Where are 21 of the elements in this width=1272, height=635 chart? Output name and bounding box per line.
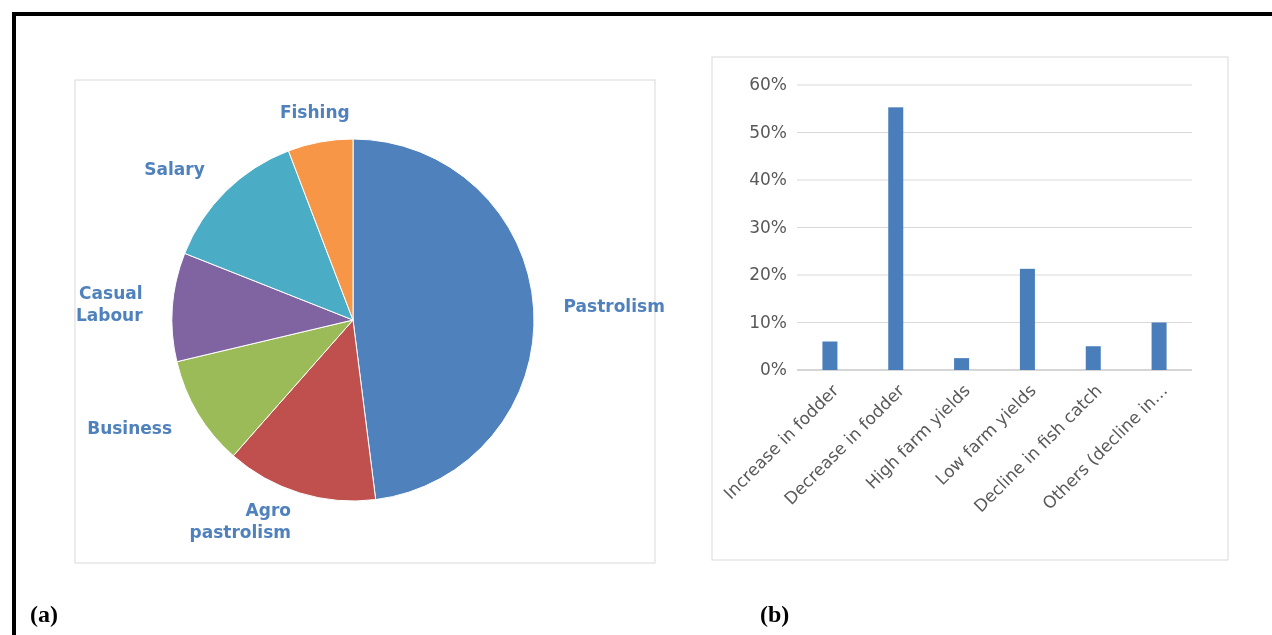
- text: (b): [760, 601, 790, 627]
- slice-label: Pastrolism: [563, 295, 665, 316]
- slice-label: Business: [87, 417, 173, 438]
- y-tick-label: 50%: [749, 121, 787, 142]
- y-tick-label: 60%: [749, 74, 787, 94]
- bar: [888, 107, 904, 370]
- slice-label: Casual Labour: [75, 282, 144, 325]
- slice-label: Salary: [144, 158, 205, 179]
- slice-label: Agro pastrolism: [189, 499, 291, 542]
- y-tick-label: 40%: [749, 169, 787, 189]
- y-tick-label: 0%: [760, 359, 787, 379]
- y-tick-label: 30%: [749, 216, 787, 237]
- bar: [1019, 268, 1035, 370]
- y-tick-label: 10%: [749, 311, 787, 332]
- bar: [1085, 346, 1101, 370]
- bar: [1151, 322, 1167, 370]
- text: (a): [30, 601, 58, 627]
- bar: [954, 358, 970, 370]
- bar: [822, 341, 838, 370]
- y-tick-label: 20%: [749, 264, 787, 284]
- slice-label: Fishing: [279, 101, 350, 122]
